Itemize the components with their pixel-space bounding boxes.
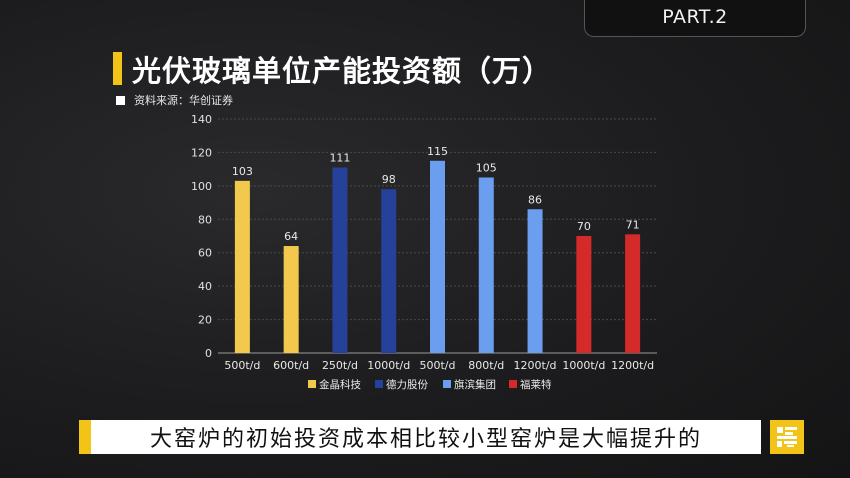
brand-logo-icon [770, 420, 804, 454]
bar [234, 180, 250, 353]
y-tick-label: 0 [205, 347, 212, 360]
legend-label: 金晶科技 [319, 378, 361, 391]
x-tick-label: 500t/d [420, 359, 456, 372]
bar [527, 209, 543, 353]
part-label: PART.2 [584, 0, 806, 37]
source-square-icon [116, 95, 125, 105]
x-tick-label: 1000t/d [562, 359, 605, 372]
x-tick-label: 1200t/d [611, 359, 654, 372]
bar [625, 234, 641, 353]
x-tick-label: 1200t/d [514, 359, 557, 372]
y-tick-label: 100 [191, 180, 212, 193]
y-tick-label: 140 [191, 113, 212, 126]
x-axis-ticks: 500t/d 600t/d 250t/d 1000t/d 500t/d 800t/d 120… [224, 359, 654, 372]
bar [478, 177, 494, 353]
data-label: 115 [427, 145, 448, 158]
y-tick-label: 80 [198, 213, 212, 226]
bar [576, 236, 592, 353]
bars [234, 160, 641, 353]
data-label: 70 [577, 220, 591, 233]
data-label: 105 [476, 162, 497, 175]
x-tick-label: 1000t/d [367, 359, 410, 372]
source-note: 资料来源：华创证券 [116, 92, 233, 108]
title-accent-bar [113, 52, 122, 85]
x-tick-label: 250t/d [322, 359, 358, 372]
legend-swatch [509, 380, 517, 388]
bar [381, 189, 397, 353]
legend-swatch [308, 380, 316, 388]
x-tick-label: 800t/d [468, 359, 504, 372]
y-tick-label: 120 [191, 146, 212, 159]
bar [283, 246, 299, 353]
data-label: 64 [284, 230, 298, 243]
y-tick-label: 20 [198, 314, 212, 327]
chart-title: 光伏玻璃单位产能投资额（万） [132, 54, 553, 88]
legend: 金晶科技 德力股份 旗滨集团 福莱特 [308, 378, 552, 391]
data-label: 103 [232, 165, 253, 178]
bar [332, 167, 348, 353]
legend-swatch [375, 380, 383, 388]
x-tick-label: 600t/d [273, 359, 309, 372]
legend-label: 旗滨集团 [454, 378, 496, 391]
x-tick-label: 500t/d [224, 359, 260, 372]
subtitle-accent-bar [79, 420, 91, 454]
subtitle-banner: 大窑炉的初始投资成本相比较小型窑炉是大幅提升的 [79, 420, 761, 454]
legend-label: 德力股份 [386, 378, 428, 391]
data-label: 71 [626, 218, 640, 231]
data-label: 86 [528, 193, 542, 206]
data-label: 98 [382, 173, 396, 186]
y-tick-label: 40 [198, 280, 212, 293]
y-tick-label: 60 [198, 247, 212, 260]
data-label: 111 [329, 151, 350, 164]
data-labels: 103 64 111 98 115 105 86 70 71 [232, 145, 640, 243]
bar [430, 160, 445, 353]
legend-label: 福莱特 [520, 378, 552, 391]
legend-swatch [443, 380, 451, 388]
subtitle-text: 大窑炉的初始投资成本相比较小型窑炉是大幅提升的 [149, 427, 702, 452]
source-text: 资料来源：华创证券 [134, 94, 233, 107]
y-axis-ticks: 0 20 40 60 80 100 120 140 [191, 113, 212, 360]
